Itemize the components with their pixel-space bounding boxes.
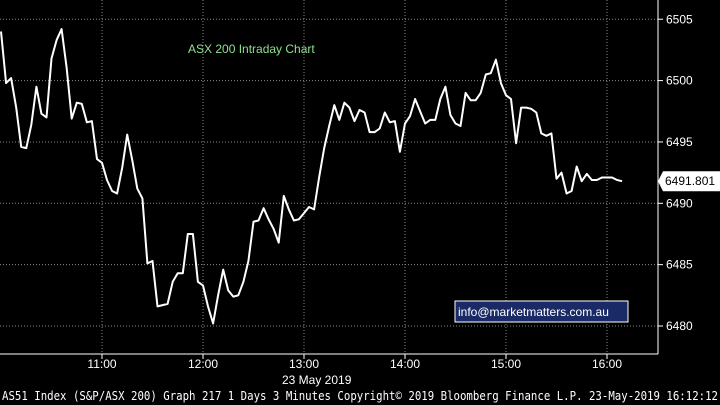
x-tick-label: 16:00: [592, 357, 622, 371]
y-tick-label: 6490: [666, 196, 693, 210]
last-value-label: 6491.801: [665, 174, 715, 188]
contact-badge-box: [454, 300, 629, 323]
x-tick-label: 14:00: [390, 357, 420, 371]
x-tick-label: 13:00: [289, 357, 319, 371]
last-value-tag: 6491.801: [658, 171, 720, 192]
price-line: [0, 28, 623, 325]
last-value-marker: [658, 171, 720, 192]
y-tick-labels: 6480 6485 6490 6495 6500 6505: [658, 12, 693, 333]
date-label: 23 May 2019: [282, 373, 352, 387]
chart-title: ASX 200 Intraday Chart: [188, 42, 315, 56]
y-tick-label: 6505: [666, 12, 693, 26]
x-tick-label: 12:00: [188, 357, 218, 371]
y-tick-label: 6480: [666, 319, 693, 333]
contact-badge: info@marketmatters.com.au: [454, 300, 629, 323]
contact-email: info@marketmatters.com.au: [458, 305, 609, 319]
footer-copyright: AS51 Index (S&P/ASX 200) Graph 217 1 Day…: [2, 389, 718, 403]
x-tick-label: 11:00: [87, 357, 116, 371]
x-tick-labels: 11:00 12:00 13:00 14:00 15:00 16:00: [87, 354, 622, 371]
y-tick-label: 6495: [666, 135, 693, 149]
y-tick-label: 6485: [666, 258, 693, 272]
x-tick-label: 15:00: [491, 357, 521, 371]
y-tick-label: 6500: [666, 74, 693, 88]
